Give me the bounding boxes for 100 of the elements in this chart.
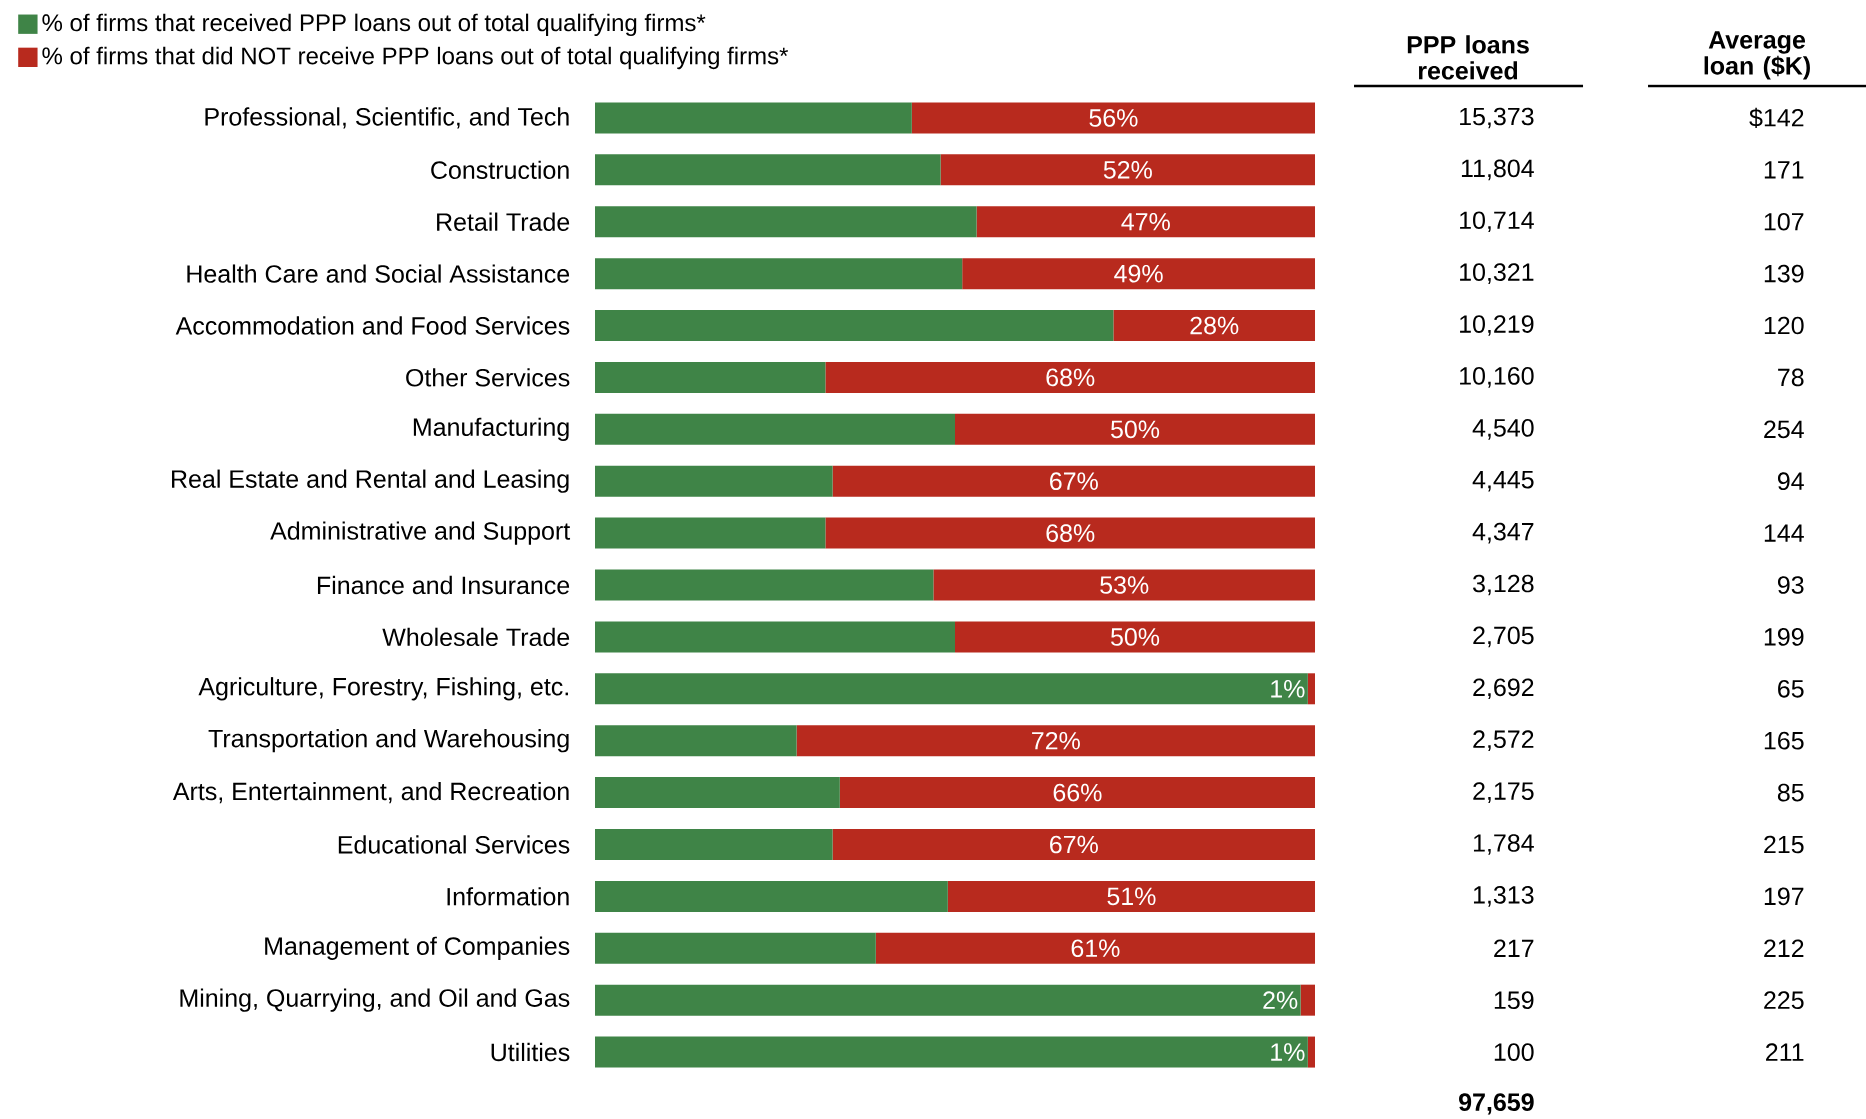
text: 10,160: [1460, 367, 1534, 388]
y-tick-label: Management of Companies: [265, 936, 570, 960]
bar: [595, 154, 941, 186]
text: 3,128: [1473, 574, 1534, 596]
text: 2,175: [1473, 782, 1534, 803]
bar: [962, 258, 1316, 290]
bar: [595, 880, 948, 912]
text: 97,659: [1459, 1093, 1534, 1115]
bar: [595, 828, 833, 860]
data-label: 68%: [1046, 368, 1095, 387]
text: 4,445: [1472, 471, 1534, 492]
y-tick-label: Utilities: [491, 1042, 570, 1062]
text: 10,714: [1460, 211, 1534, 233]
data-label: 52%: [1103, 161, 1152, 179]
bar: [933, 569, 1316, 601]
y-tick-label: Arts, Entertainment, and Recreation: [172, 781, 569, 804]
text: 1,313: [1473, 886, 1534, 907]
text: 199: [1764, 628, 1804, 646]
bar: [595, 310, 1114, 342]
data-label: 68%: [1046, 524, 1095, 542]
text: 4,347: [1472, 522, 1534, 544]
data-label: 50%: [1111, 628, 1160, 646]
y-tick-label: Wholesale Trade: [382, 627, 570, 647]
bar: [911, 102, 1316, 134]
bar: [595, 413, 956, 445]
bar: [595, 361, 826, 393]
text: 10,219: [1460, 315, 1534, 336]
text: 1,784: [1473, 834, 1534, 855]
y-tick-label: Accommodation and Food Services: [175, 316, 570, 335]
text: 120: [1764, 316, 1804, 335]
data-label: 66%: [1053, 783, 1102, 802]
text: 100: [1494, 1043, 1534, 1061]
data-label: 72%: [1032, 731, 1080, 750]
bar: [839, 777, 1316, 809]
text: 159: [1494, 991, 1534, 1010]
data-label: 56%: [1089, 109, 1138, 127]
bar: [595, 465, 833, 497]
bar: [955, 621, 1316, 653]
text: 65: [1778, 679, 1804, 698]
text: 165: [1764, 731, 1804, 750]
bar: [595, 932, 876, 964]
text: 197: [1764, 887, 1804, 906]
text: 10,321: [1460, 263, 1534, 284]
text: 139: [1764, 264, 1804, 283]
bar: [595, 725, 797, 757]
data-label: 50%: [1111, 420, 1160, 439]
bar: [825, 517, 1316, 549]
bar: [595, 621, 956, 653]
data-label: 53%: [1100, 576, 1149, 594]
data-label: 67%: [1050, 835, 1098, 854]
text: 93: [1777, 576, 1804, 594]
text: 85: [1777, 783, 1804, 802]
text: 212: [1764, 939, 1804, 957]
y-tick-label: Health Care and Social Assistance: [187, 264, 570, 283]
y-tick-label: Finance and Insurance: [317, 575, 570, 595]
bar: [1307, 1036, 1316, 1068]
y-tick-label: Transportation and Warehousing: [208, 729, 569, 753]
text: 94: [1777, 472, 1804, 491]
text: 107: [1764, 212, 1804, 231]
data-label: 51%: [1107, 887, 1156, 906]
bar: [595, 673, 1308, 705]
text: 144: [1764, 524, 1804, 542]
bar: [796, 725, 1316, 757]
y-tick-label: Professional, Scientific, and Tech: [205, 107, 569, 129]
data-label: 47%: [1121, 212, 1170, 231]
bar: [955, 413, 1316, 445]
y-tick-label: Manufacturing: [413, 417, 569, 441]
bar: [595, 1036, 1308, 1068]
text: 4,540: [1472, 419, 1534, 440]
bar: [1307, 673, 1316, 705]
bar: [595, 102, 912, 134]
data-label: 61%: [1071, 939, 1120, 958]
text: 171: [1764, 161, 1804, 179]
bar: [940, 154, 1316, 186]
data-label: 1%: [1271, 680, 1305, 698]
text: 211: [1766, 1043, 1804, 1061]
bar: [595, 206, 977, 238]
bar: [595, 984, 1301, 1016]
y-tick-label: Administrative and Support: [270, 521, 571, 545]
text: Average loan ($K): [1704, 31, 1810, 80]
bar: [595, 569, 934, 601]
y-tick-label: Other Services: [406, 368, 570, 387]
text: 225: [1764, 991, 1804, 1010]
text: 254: [1764, 420, 1804, 439]
y-tick-label: Educational Services: [338, 835, 570, 854]
data-label: 67%: [1050, 472, 1098, 491]
legend-label: % of firms that did NOT receive PPP loans out of total qualifying firms*: [42, 46, 789, 70]
text: 15,373: [1460, 107, 1534, 129]
y-tick-label: Information: [447, 887, 569, 906]
text: 215: [1764, 835, 1804, 854]
y-tick-label: Construction: [431, 160, 569, 180]
bar: [832, 465, 1316, 497]
y-tick-label: Retail Trade: [437, 212, 570, 231]
y-tick-label: Mining, Quarrying, and Oil and Gas: [180, 988, 570, 1012]
text: 2,705: [1473, 626, 1534, 648]
legend-label: % of firms that received PPP loans out of total qualifying firms*: [42, 13, 706, 37]
text: 2,692: [1473, 678, 1534, 700]
text: 78: [1778, 368, 1804, 387]
bar: [1300, 984, 1316, 1016]
text: $142: [1749, 107, 1804, 129]
